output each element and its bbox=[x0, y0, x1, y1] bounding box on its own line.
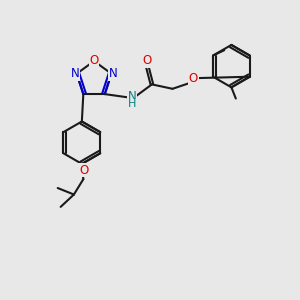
Text: O: O bbox=[189, 72, 198, 85]
Text: O: O bbox=[79, 164, 88, 177]
Text: N: N bbox=[109, 67, 117, 80]
Text: O: O bbox=[89, 54, 99, 67]
Text: O: O bbox=[143, 54, 152, 67]
Text: N: N bbox=[71, 67, 80, 80]
Text: N: N bbox=[128, 90, 137, 103]
Text: H: H bbox=[128, 99, 137, 110]
